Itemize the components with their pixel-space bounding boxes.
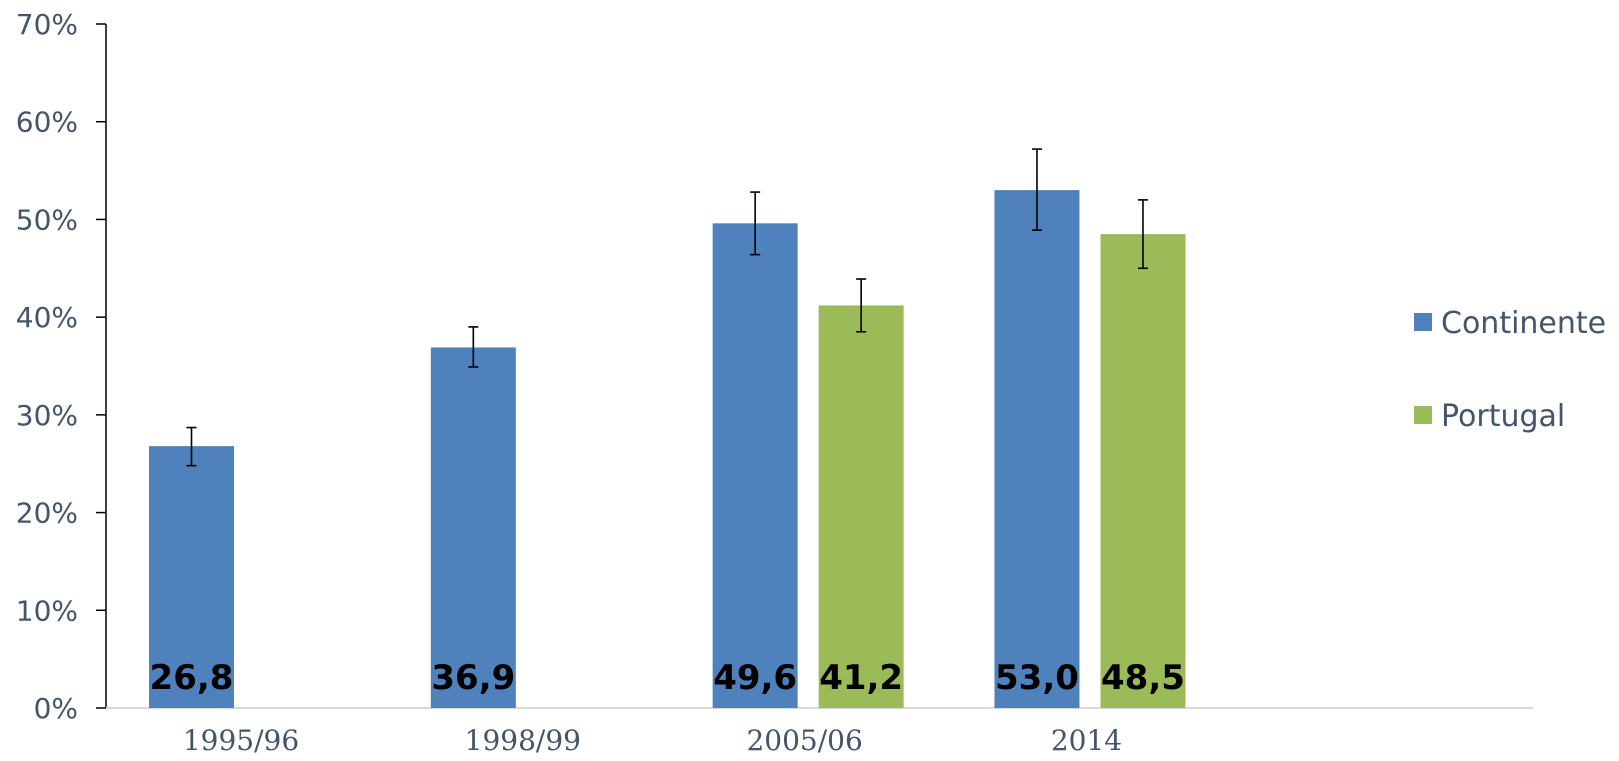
error-bar bbox=[1137, 199, 1148, 270]
bar-continente bbox=[994, 190, 1080, 709]
error-bar bbox=[186, 426, 197, 467]
legend-item-portugal: Portugal bbox=[1414, 399, 1565, 434]
data-label: 53,0 bbox=[995, 658, 1079, 698]
error-bar bbox=[468, 326, 479, 368]
error-bar bbox=[1031, 148, 1042, 231]
bar-continente bbox=[430, 347, 516, 708]
y-tick-label: 10% bbox=[16, 594, 78, 627]
bar-portugal bbox=[818, 305, 904, 708]
x-tick-label: 2014 bbox=[1051, 724, 1122, 757]
y-tick-label: 70% bbox=[16, 8, 78, 41]
plot-area: 26,8 36,9 49,6 41,2 53,0 48,5 bbox=[149, 148, 1186, 709]
y-tick-label: 30% bbox=[16, 399, 78, 432]
x-tick-label: 2005/06 bbox=[746, 724, 862, 757]
error-bar bbox=[750, 191, 761, 256]
y-tick-label: 0% bbox=[34, 692, 78, 725]
bar-portugal bbox=[1100, 234, 1186, 709]
bar-continente bbox=[149, 446, 234, 708]
x-tick-label: 1995/96 bbox=[183, 724, 299, 757]
x-axis: 1995/96 1998/99 2005/06 2014 bbox=[183, 724, 1122, 757]
y-tick-label: 20% bbox=[16, 497, 78, 530]
data-label: 41,2 bbox=[819, 658, 903, 698]
y-tick-label: 60% bbox=[16, 106, 78, 139]
legend-swatch bbox=[1414, 313, 1432, 331]
y-tick-label: 40% bbox=[16, 301, 78, 334]
legend-label: Portugal bbox=[1441, 399, 1565, 434]
data-label: 26,8 bbox=[150, 658, 234, 698]
bar-continente bbox=[712, 223, 798, 708]
legend: Continente Portugal bbox=[1414, 306, 1606, 434]
data-label: 36,9 bbox=[431, 658, 515, 698]
data-label: 48,5 bbox=[1101, 658, 1185, 698]
y-tick-label: 50% bbox=[16, 203, 78, 236]
legend-swatch bbox=[1414, 406, 1432, 424]
error-bar bbox=[856, 278, 867, 333]
x-tick-label: 1998/99 bbox=[465, 724, 581, 757]
legend-label: Continente bbox=[1441, 306, 1606, 341]
data-label: 49,6 bbox=[713, 658, 797, 698]
y-axis: 0% 10% 20% 30% 40% 50% 60% 70% bbox=[16, 8, 106, 725]
legend-item-continente: Continente bbox=[1414, 306, 1606, 341]
